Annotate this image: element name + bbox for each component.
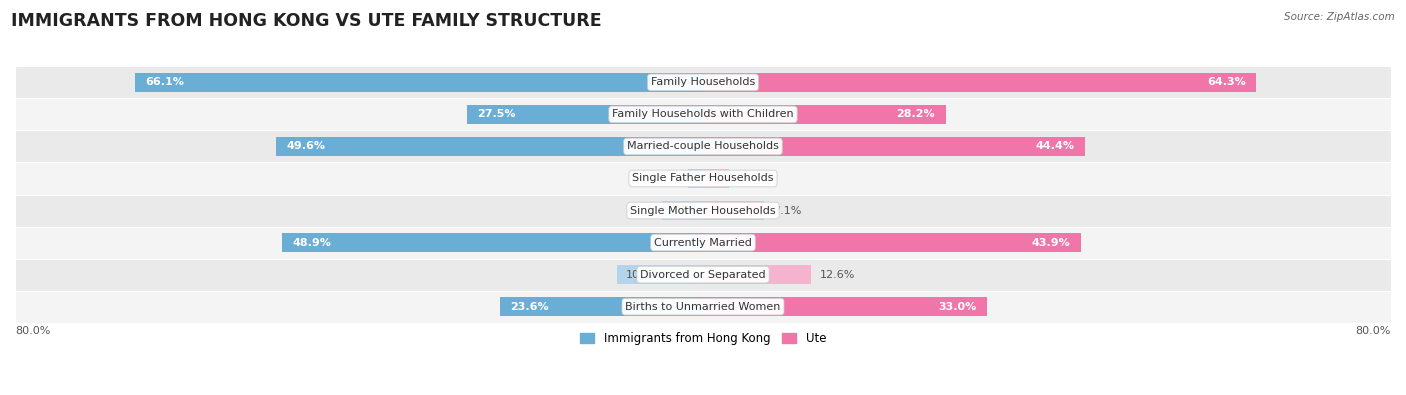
Text: 3.0%: 3.0% <box>737 173 766 184</box>
Bar <box>703 233 1081 252</box>
Text: 27.5%: 27.5% <box>477 109 516 119</box>
Text: 28.2%: 28.2% <box>897 109 935 119</box>
Text: 49.6%: 49.6% <box>287 141 326 151</box>
Bar <box>15 66 1391 98</box>
Bar <box>703 265 811 284</box>
Text: 80.0%: 80.0% <box>1355 326 1391 336</box>
Bar <box>15 98 1391 130</box>
Bar <box>703 105 945 124</box>
Bar <box>703 73 1256 92</box>
Bar <box>501 297 703 316</box>
Bar <box>703 169 728 188</box>
Text: Births to Unmarried Women: Births to Unmarried Women <box>626 302 780 312</box>
Text: 23.6%: 23.6% <box>510 302 548 312</box>
Text: 4.8%: 4.8% <box>671 205 699 216</box>
Text: 33.0%: 33.0% <box>938 302 977 312</box>
Bar <box>617 265 703 284</box>
Text: Divorced or Separated: Divorced or Separated <box>640 270 766 280</box>
Text: IMMIGRANTS FROM HONG KONG VS UTE FAMILY STRUCTURE: IMMIGRANTS FROM HONG KONG VS UTE FAMILY … <box>11 12 602 30</box>
Bar <box>703 137 1085 156</box>
Bar <box>15 291 1391 323</box>
Text: Source: ZipAtlas.com: Source: ZipAtlas.com <box>1284 12 1395 22</box>
Text: 10.0%: 10.0% <box>626 270 661 280</box>
Text: 44.4%: 44.4% <box>1036 141 1074 151</box>
Text: Single Father Households: Single Father Households <box>633 173 773 184</box>
Text: Married-couple Households: Married-couple Households <box>627 141 779 151</box>
Bar <box>688 169 703 188</box>
Bar <box>277 137 703 156</box>
Bar <box>662 201 703 220</box>
Text: 1.8%: 1.8% <box>696 173 724 184</box>
Bar <box>703 297 987 316</box>
Text: 12.6%: 12.6% <box>820 270 855 280</box>
Bar <box>15 130 1391 162</box>
Bar <box>15 259 1391 291</box>
Bar <box>15 227 1391 259</box>
Bar <box>703 201 763 220</box>
Text: 43.9%: 43.9% <box>1032 237 1070 248</box>
Text: Single Mother Households: Single Mother Households <box>630 205 776 216</box>
Bar <box>467 105 703 124</box>
Bar <box>15 194 1391 227</box>
Text: Family Households with Children: Family Households with Children <box>612 109 794 119</box>
Text: Currently Married: Currently Married <box>654 237 752 248</box>
Text: 64.3%: 64.3% <box>1206 77 1246 87</box>
Text: 7.1%: 7.1% <box>773 205 801 216</box>
Text: 48.9%: 48.9% <box>292 237 332 248</box>
Bar <box>135 73 703 92</box>
Bar <box>283 233 703 252</box>
Text: Family Households: Family Households <box>651 77 755 87</box>
Text: 80.0%: 80.0% <box>15 326 51 336</box>
Text: 66.1%: 66.1% <box>145 77 184 87</box>
Bar <box>15 162 1391 194</box>
Legend: Immigrants from Hong Kong, Ute: Immigrants from Hong Kong, Ute <box>575 327 831 350</box>
